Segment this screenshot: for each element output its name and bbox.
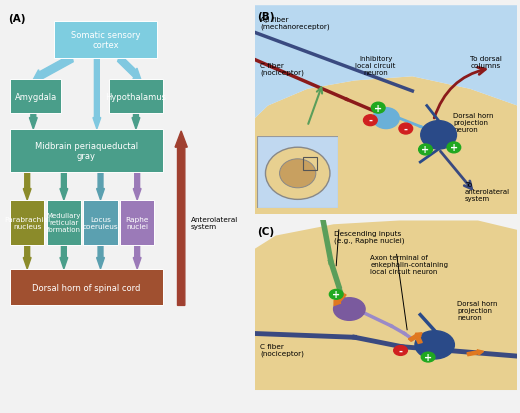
- Text: Dorsal horn
projection
neuron: Dorsal horn projection neuron: [453, 113, 493, 133]
- Circle shape: [394, 346, 407, 356]
- Ellipse shape: [280, 159, 316, 188]
- FancyArrow shape: [133, 172, 141, 200]
- FancyArrow shape: [23, 245, 31, 269]
- FancyBboxPatch shape: [10, 130, 163, 172]
- Text: Dorsal horn
projection
neuron: Dorsal horn projection neuron: [457, 300, 498, 320]
- Circle shape: [371, 103, 385, 114]
- Text: Raphe
nuclei: Raphe nuclei: [125, 216, 149, 229]
- FancyArrow shape: [132, 114, 140, 130]
- Text: (B): (B): [257, 12, 275, 22]
- FancyBboxPatch shape: [47, 200, 81, 245]
- FancyArrow shape: [133, 245, 141, 269]
- FancyArrow shape: [30, 114, 37, 130]
- Text: -: -: [404, 124, 408, 134]
- Circle shape: [399, 124, 413, 135]
- FancyArrow shape: [414, 334, 422, 344]
- Circle shape: [334, 298, 365, 320]
- FancyBboxPatch shape: [120, 200, 154, 245]
- Polygon shape: [255, 6, 517, 119]
- FancyArrow shape: [23, 172, 31, 200]
- Text: Locus
coeruleus: Locus coeruleus: [83, 216, 119, 229]
- FancyBboxPatch shape: [10, 269, 163, 306]
- FancyArrow shape: [60, 172, 68, 200]
- Text: C fiber
(nociceptor): C fiber (nociceptor): [260, 62, 304, 76]
- Circle shape: [447, 142, 461, 154]
- FancyArrow shape: [60, 245, 68, 269]
- Text: -: -: [398, 346, 402, 356]
- Polygon shape: [255, 221, 517, 390]
- Text: To
anterolateral
system: To anterolateral system: [465, 181, 510, 202]
- Text: (A): (A): [8, 14, 25, 24]
- FancyArrow shape: [175, 132, 187, 306]
- Text: Amygdala: Amygdala: [15, 93, 57, 101]
- Text: C fiber
(nociceptor): C fiber (nociceptor): [260, 343, 304, 356]
- Text: Midbrain periaqueductal
gray: Midbrain periaqueductal gray: [35, 141, 138, 161]
- Text: To dorsal
columns: To dorsal columns: [470, 56, 502, 69]
- FancyArrow shape: [93, 59, 101, 130]
- Text: +: +: [450, 143, 458, 153]
- Text: Descending inputs
(e.g., Raphe nuclei): Descending inputs (e.g., Raphe nuclei): [334, 230, 404, 244]
- Text: Anterolateral
system: Anterolateral system: [191, 216, 238, 229]
- Text: Parabrachial
nucleus: Parabrachial nucleus: [4, 216, 50, 229]
- FancyArrow shape: [467, 350, 484, 356]
- Text: Hypothalamus: Hypothalamus: [106, 93, 166, 101]
- Circle shape: [421, 121, 457, 150]
- FancyArrow shape: [408, 333, 422, 342]
- Circle shape: [329, 290, 343, 299]
- Text: Axon terminal of
enkephalin-containing
local circuit neuron: Axon terminal of enkephalin-containing l…: [370, 255, 448, 275]
- Text: Dorsal horn of spinal cord: Dorsal horn of spinal cord: [32, 283, 140, 292]
- Text: +: +: [424, 352, 432, 362]
- FancyArrow shape: [33, 55, 73, 83]
- Ellipse shape: [265, 148, 330, 200]
- FancyBboxPatch shape: [83, 200, 118, 245]
- Polygon shape: [255, 77, 517, 215]
- Text: +: +: [421, 145, 430, 155]
- Text: +: +: [374, 103, 382, 114]
- Circle shape: [415, 331, 454, 359]
- Circle shape: [363, 116, 377, 126]
- Text: Medullary
reticular
formation: Medullary reticular formation: [47, 213, 81, 233]
- FancyBboxPatch shape: [10, 200, 44, 245]
- FancyBboxPatch shape: [257, 136, 338, 209]
- FancyArrow shape: [97, 172, 105, 200]
- FancyArrow shape: [97, 245, 105, 269]
- Text: +: +: [332, 290, 340, 299]
- Text: Aβ fiber
(mechanoreceptor): Aβ fiber (mechanoreceptor): [260, 17, 330, 30]
- FancyArrow shape: [334, 293, 346, 306]
- FancyBboxPatch shape: [54, 21, 157, 59]
- Text: Somatic sensory
cortex: Somatic sensory cortex: [71, 31, 140, 50]
- FancyArrow shape: [118, 55, 141, 80]
- FancyBboxPatch shape: [109, 80, 163, 114]
- Text: Inhibitory
local circuit
neuron: Inhibitory local circuit neuron: [355, 56, 396, 76]
- Circle shape: [373, 108, 399, 129]
- Circle shape: [421, 352, 435, 362]
- Circle shape: [419, 145, 432, 156]
- Text: -: -: [368, 116, 372, 126]
- Text: (C): (C): [257, 227, 275, 237]
- FancyBboxPatch shape: [10, 80, 61, 114]
